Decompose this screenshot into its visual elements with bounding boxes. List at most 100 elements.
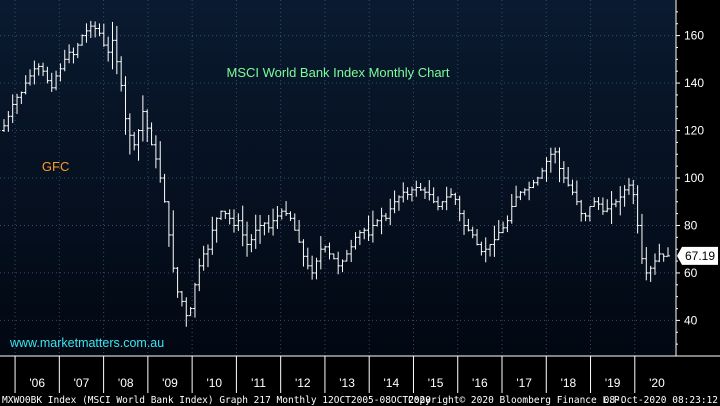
ohlc-bar — [479, 241, 484, 256]
x-tick-label: '18 — [561, 376, 577, 390]
ohlc-bar — [179, 291, 184, 307]
ohlc-bar — [245, 221, 250, 257]
ohlc-bar — [475, 229, 480, 246]
ohlc-bar — [388, 198, 393, 226]
ohlc-bar — [166, 201, 171, 247]
ohlc-bar — [284, 201, 289, 216]
ohlc-bar — [84, 23, 89, 43]
ohlc-bar — [462, 210, 467, 235]
ohlc-bars — [2, 20, 670, 327]
ohlc-bar — [162, 173, 167, 203]
ohlc-bar — [427, 180, 432, 201]
ohlc-bar — [422, 187, 427, 199]
ohlc-bar — [67, 44, 72, 64]
ohlc-bar — [418, 182, 423, 191]
ohlc-bar — [375, 219, 380, 227]
ohlc-bar — [93, 21, 98, 38]
x-tick-label: '13 — [339, 376, 355, 390]
y-tick-label: 40 — [684, 313, 698, 327]
footer-bar — [0, 393, 720, 406]
x-tick-label: '12 — [295, 376, 311, 390]
ohlc-bar — [457, 195, 462, 222]
ohlc-bar — [49, 72, 54, 92]
ohlc-bar — [396, 195, 401, 211]
ohlc-bar — [505, 215, 510, 233]
ohlc-bar — [527, 181, 532, 201]
ohlc-bar — [201, 245, 206, 271]
x-tick-label: '07 — [74, 376, 90, 390]
ohlc-bar — [262, 222, 267, 236]
x-tick-label: '10 — [206, 376, 222, 390]
ohlc-bar — [444, 186, 449, 211]
ohlc-bar — [579, 199, 584, 222]
ohlc-bar — [522, 188, 527, 196]
ohlc-bar — [15, 93, 20, 114]
ohlc-bar — [19, 91, 24, 104]
ohlc-bar — [197, 258, 202, 292]
ohlc-bar — [596, 197, 601, 210]
ohlc-bar — [140, 95, 145, 142]
ohlc-bar — [557, 147, 562, 183]
ohlc-bar — [127, 113, 132, 155]
ohlc-bar — [253, 214, 258, 249]
ohlc-bar — [101, 23, 106, 47]
ohlc-bar — [41, 62, 46, 77]
ohlc-bar — [184, 297, 189, 327]
ohlc-bar — [644, 247, 649, 281]
ohlc-bar — [32, 60, 37, 85]
ohlc-bar — [223, 210, 228, 219]
ohlc-bar — [362, 227, 367, 240]
ohlc-bar — [149, 122, 154, 146]
ohlc-bar — [574, 180, 579, 206]
x-tick-label: '16 — [472, 376, 488, 390]
chart-title: MSCI World Bank Index Monthly Chart — [226, 65, 449, 80]
ohlc-bar — [249, 234, 254, 253]
x-tick-label: '09 — [162, 376, 178, 390]
ohlc-bar — [353, 232, 358, 250]
ohlc-bar — [449, 188, 454, 198]
y-tick-label: 60 — [684, 266, 698, 280]
ohlc-bar — [639, 213, 644, 264]
ohlc-bar — [218, 210, 223, 221]
ohlc-bar — [349, 239, 354, 263]
ohlc-bar — [318, 236, 323, 270]
y-axis: 40 60 80 100 120 140 160 — [675, 0, 704, 356]
ohlc-bar — [652, 253, 657, 275]
ohlc-bar — [609, 191, 614, 225]
ohlc-bar — [531, 179, 536, 189]
x-tick-label: '19 — [605, 376, 621, 390]
ohlc-bar — [331, 253, 336, 260]
ohlc-bar — [357, 230, 362, 245]
ohlc-bar — [561, 161, 566, 184]
ohlc-bar — [635, 185, 640, 234]
ohlc-bar — [58, 63, 63, 82]
ohlc-bar — [587, 205, 592, 222]
ohlc-bar — [340, 259, 345, 273]
ohlc-bar — [648, 265, 653, 282]
ohlc-bar — [292, 213, 297, 231]
ohlc-bar — [28, 69, 33, 86]
ohlc-bar — [10, 94, 15, 124]
ohlc-bar — [114, 25, 119, 75]
ohlc-bar — [592, 197, 597, 207]
ohlc-bar — [535, 176, 540, 186]
y-tick-label: 120 — [684, 124, 704, 138]
ohlc-bar — [227, 209, 232, 225]
ohlc-bar — [566, 167, 571, 187]
ohlc-bar — [466, 218, 471, 232]
ohlc-bar — [548, 147, 553, 173]
x-tick-label: '11 — [251, 376, 266, 390]
ohlc-bar — [622, 185, 627, 207]
ohlc-bar — [288, 211, 293, 222]
ohlc-bar — [192, 282, 197, 318]
ohlc-bar — [540, 167, 545, 179]
ohlc-bar — [492, 225, 497, 257]
y-tick-label: 160 — [684, 29, 704, 43]
ohlc-bar — [414, 180, 419, 197]
ohlc-bar — [45, 66, 50, 84]
ohlc-bar — [544, 157, 549, 182]
ohlc-bar — [36, 63, 41, 76]
ohlc-bar — [175, 267, 180, 298]
ohlc-bar — [583, 212, 588, 222]
ohlc-bar — [666, 247, 670, 257]
